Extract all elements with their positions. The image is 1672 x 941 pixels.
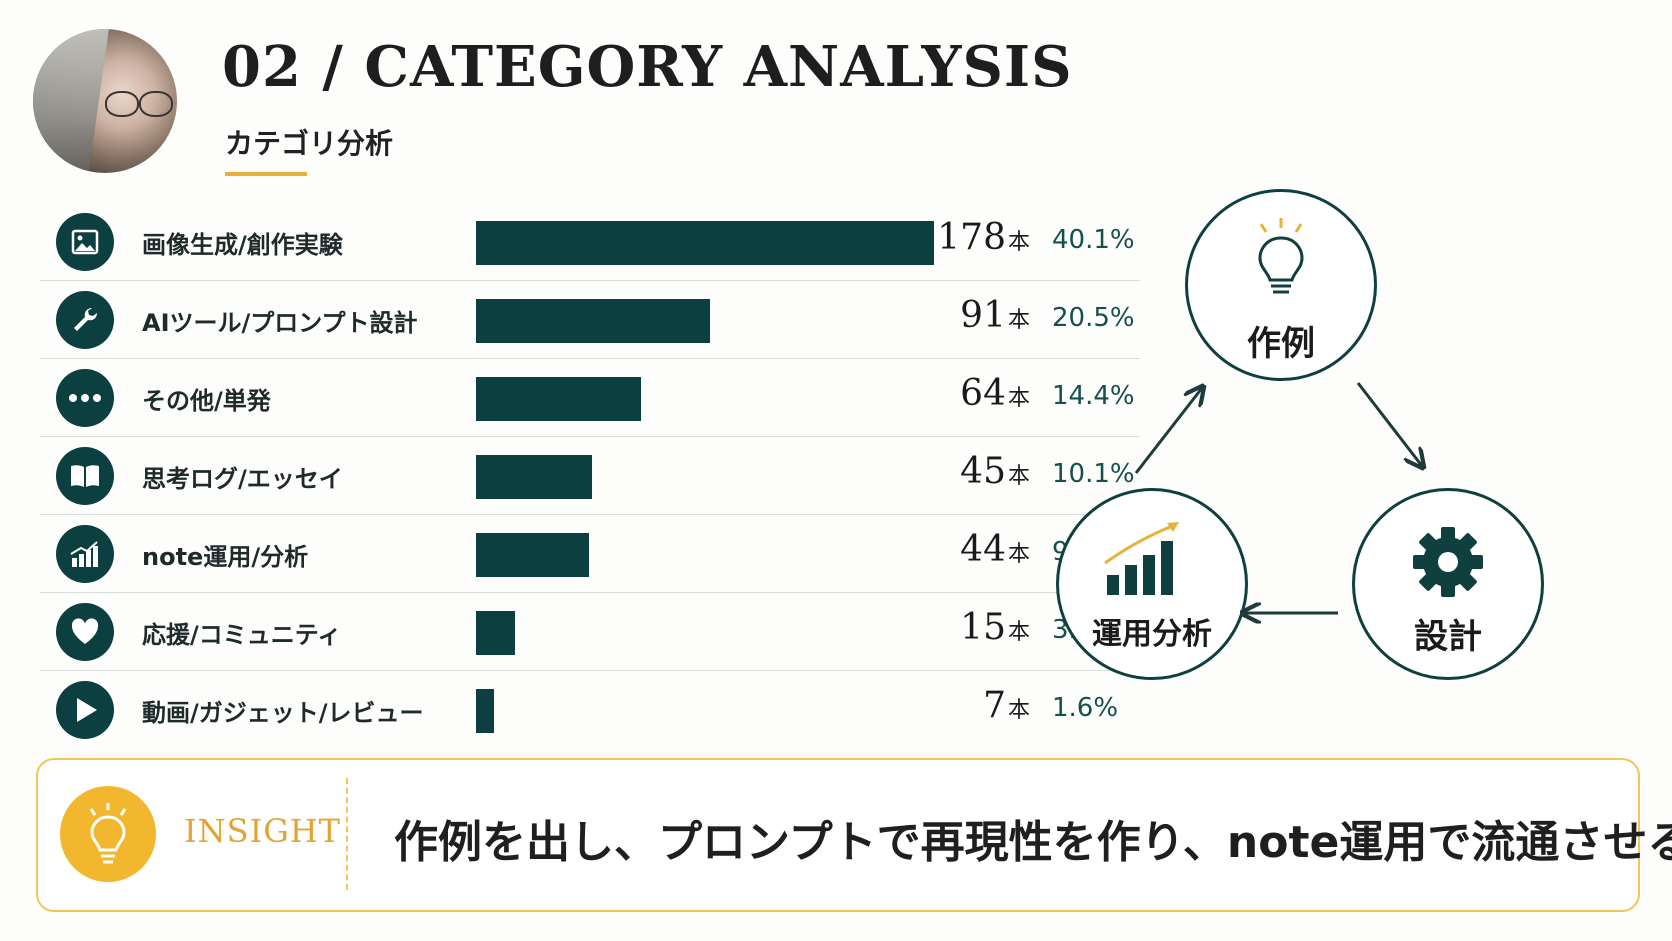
cycle-node-example: 作例 [1185,189,1377,381]
bar-row: 動画/ガジェット/レビュー 7本 1.6% [40,671,1140,749]
percent-label: 40.1% [1052,225,1135,255]
category-label: 思考ログ/エッセイ [142,465,343,493]
bar-row: 思考ログ/エッセイ 45本 10.1% [40,437,1140,515]
value-unit: 本 [1007,542,1030,567]
book-icon [56,447,114,505]
avatar-glasses-right [139,91,173,117]
insight-label: INSIGHT [184,812,342,850]
row-divider [40,436,1140,437]
bar-row: 画像生成/創作実験 178本 40.1% [40,203,1140,281]
row-divider [40,670,1140,671]
cycle-label-design: 設計 [1414,617,1482,657]
page-title: 02 / CATEGORY ANALYSIS [222,34,1073,100]
value-unit: 本 [1007,386,1030,411]
bar [476,533,589,577]
category-label: 応援/コミュニティ [142,621,342,649]
bar [476,455,592,499]
insight-box: INSIGHT 作例を出し、プロンプトで再現性を作り、note運用で流通させる [36,758,1672,912]
lightbulb-icon [1258,218,1304,294]
heart-icon [56,603,114,661]
row-divider [40,514,1140,515]
insight-lightbulb-icon [60,786,156,882]
percent-label: 1.6% [1052,693,1119,723]
bar [476,377,641,421]
value-number: 7 [983,685,1006,726]
value-label: 45本 [960,451,1030,492]
category-label: AIツール/プロンプト設計 [142,309,418,337]
category-label: 画像生成/創作実験 [142,231,343,259]
value-label: 64本 [960,373,1030,414]
play-icon [56,681,114,739]
value-number: 44 [960,529,1006,570]
arrow-analysis-to-example [1134,388,1202,474]
bar-row: note運用/分析44本9.9% [40,515,1140,593]
category-label: 動画/ガジェット/レビュー [142,699,424,727]
value-number: 64 [960,373,1006,414]
category-label: その他/単発 [142,387,271,415]
more-icon [56,369,114,427]
growth-chart-icon [56,525,114,583]
insight-text: 作例を出し、プロンプトで再現性を作り、note運用で流通させる [394,817,1672,868]
cycle-node-design: 設計 [1352,488,1544,680]
category-label: note運用/分析 [142,543,309,571]
value-number: 178 [937,217,1006,258]
value-number: 91 [960,295,1006,336]
value-label: 15本 [960,607,1030,648]
bar [476,611,515,655]
avatar-glasses-left [105,91,139,117]
subtitle-underline [225,172,307,176]
avatar-hair [33,29,110,173]
growth-chart-icon [1104,522,1179,595]
value-unit: 本 [1007,230,1030,255]
image-icon [56,213,114,271]
cycle-label-example: 作例 [1247,324,1315,364]
bar-row: AIツール/プロンプト設計 91本 20.5% [40,281,1140,359]
cycle-label-analysis: 運用分析 [1092,617,1212,652]
wrench-icon [56,291,114,349]
arrow-example-to-design [1356,382,1422,466]
percent-label: 14.4% [1052,381,1135,411]
bar-row: その他/単発 64本 14.4% [40,359,1140,437]
percent-label: 20.5% [1052,303,1135,333]
percent-label: 10.1% [1052,459,1135,489]
bar [476,299,710,343]
row-divider [40,592,1140,593]
value-label: 178本 [937,217,1030,258]
value-label: 91本 [960,295,1030,336]
row-divider [40,358,1140,359]
bar [476,689,494,733]
gear-icon [1413,527,1483,597]
value-unit: 本 [1007,620,1030,645]
cycle-arrows [1134,360,1540,660]
page-subtitle: カテゴリ分析 [225,127,394,160]
avatar [33,29,177,173]
row-divider [40,280,1140,281]
value-unit: 本 [1007,698,1030,723]
value-number: 15 [960,607,1006,648]
value-number: 45 [960,451,1006,492]
bar [476,221,934,265]
value-unit: 本 [1007,308,1030,333]
value-label: 7本 [983,685,1030,726]
insight-divider [346,778,348,890]
value-label: 44本 [960,529,1030,570]
cycle-node-analysis: 運用分析 [1056,488,1248,680]
value-unit: 本 [1007,464,1030,489]
bar-row: 応援/コミュニティ15本3.4% [40,593,1140,671]
